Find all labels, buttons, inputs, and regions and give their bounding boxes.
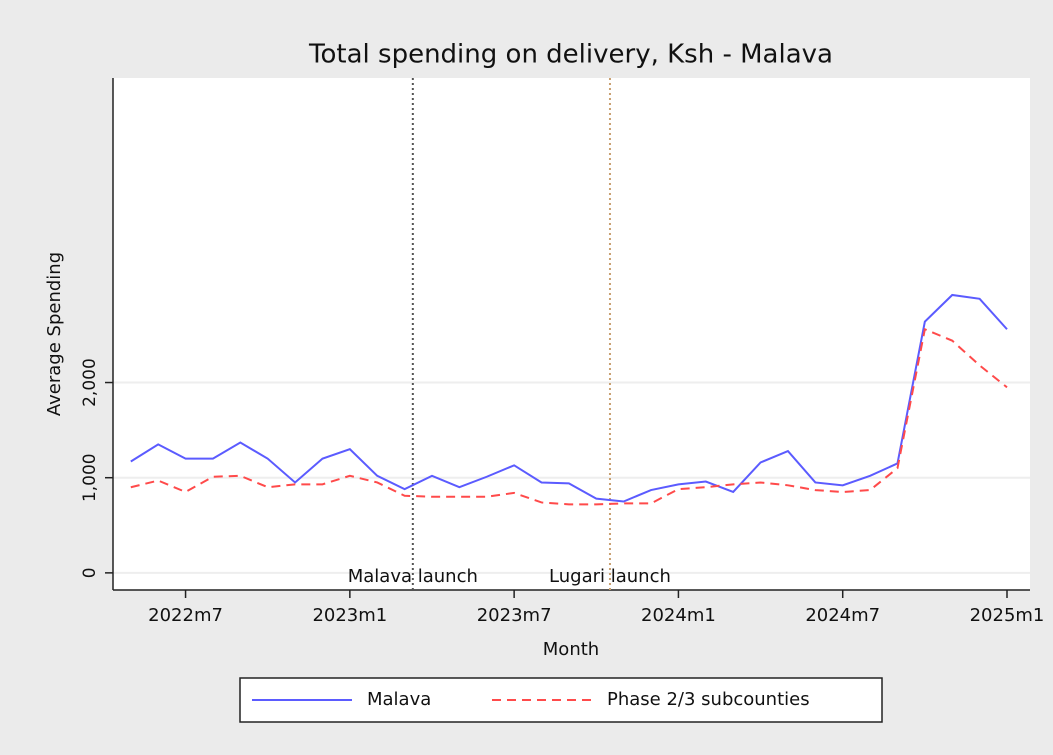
series-line	[130, 327, 1008, 506]
y-tick-label: 2,000	[80, 358, 100, 407]
plot-area	[113, 78, 1030, 590]
legend-label: Phase 2/3 subcounties	[607, 689, 810, 710]
x-tick-label: 2024m1	[641, 605, 716, 626]
y-tick-label: 0	[80, 567, 100, 578]
legend-label: Malava	[367, 689, 431, 710]
x-tick-label: 2023m1	[312, 605, 387, 626]
y-tick-label: 1,000	[80, 453, 100, 502]
x-axis-title: Month	[543, 639, 599, 660]
event-label: Malava launch	[348, 566, 478, 587]
x-tick-label: 2022m7	[148, 605, 223, 626]
y-axis-title: Average Spending	[44, 252, 65, 416]
event-label: Lugari launch	[549, 566, 671, 587]
x-tick-label: 2024m7	[805, 605, 880, 626]
chart-title: Total spending on delivery, Ksh - Malava	[308, 40, 833, 70]
x-tick-label: 2023m7	[477, 605, 552, 626]
x-tick-label: 2025m1	[970, 605, 1045, 626]
series-line	[130, 293, 1008, 503]
